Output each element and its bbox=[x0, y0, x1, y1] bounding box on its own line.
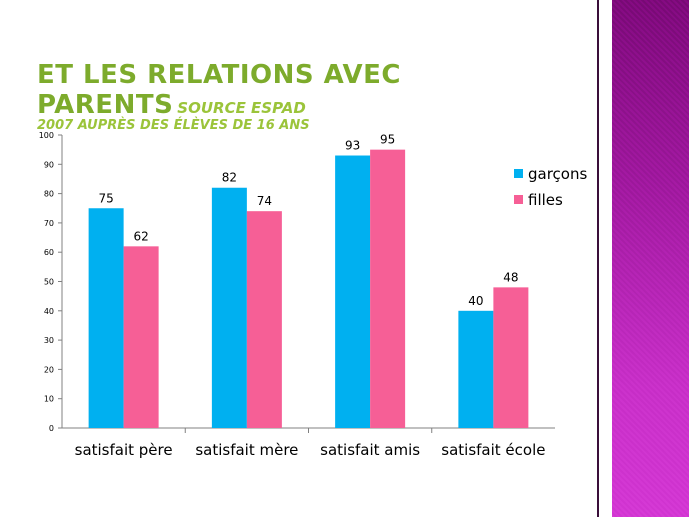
data-label: 95 bbox=[380, 133, 395, 147]
data-label: 93 bbox=[345, 139, 360, 153]
data-label: 74 bbox=[257, 194, 272, 208]
data-label: 62 bbox=[133, 229, 148, 243]
bar-filles bbox=[246, 211, 282, 428]
legend-swatch bbox=[514, 195, 523, 204]
data-label: 82 bbox=[222, 171, 237, 185]
side-divider bbox=[597, 0, 599, 517]
y-tick-label: 90 bbox=[44, 160, 54, 169]
y-tick-label: 60 bbox=[44, 248, 54, 257]
x-category-label: satisfait école bbox=[441, 441, 545, 459]
bar-garçons bbox=[88, 208, 124, 428]
y-tick-label: 40 bbox=[44, 307, 54, 316]
bar-filles bbox=[493, 287, 529, 428]
bar-garçons bbox=[458, 310, 494, 428]
x-category-label: satisfait mère bbox=[195, 441, 298, 459]
x-category-label: satisfait père bbox=[75, 441, 173, 459]
slide-title-block: Et les relations avec parents source ESPA… bbox=[37, 60, 597, 133]
y-tick-label: 70 bbox=[44, 219, 54, 228]
bar-garçons bbox=[335, 155, 371, 428]
data-label: 75 bbox=[98, 191, 113, 205]
legend-label: filles bbox=[528, 191, 563, 209]
y-tick-label: 30 bbox=[44, 336, 54, 345]
y-tick-label: 10 bbox=[44, 395, 54, 404]
legend-label: garçons bbox=[528, 165, 587, 183]
bar-garçons bbox=[211, 187, 247, 428]
y-tick-label: 80 bbox=[44, 190, 54, 199]
bar-filles bbox=[370, 149, 406, 428]
decorative-side-panel bbox=[612, 0, 689, 517]
y-tick-label: 50 bbox=[44, 278, 54, 287]
y-tick-label: 20 bbox=[44, 365, 54, 374]
slide-title: Et les relations avec parents bbox=[37, 60, 401, 120]
bar-filles bbox=[123, 246, 159, 428]
data-label: 40 bbox=[468, 294, 483, 308]
x-category-label: satisfait amis bbox=[320, 441, 420, 459]
y-tick-label: 0 bbox=[49, 424, 54, 433]
y-tick-label: 100 bbox=[39, 131, 54, 140]
slide-source: source ESPAD bbox=[177, 99, 306, 117]
legend-swatch bbox=[514, 169, 523, 178]
data-label: 48 bbox=[503, 270, 518, 284]
slide-subtitle: 2007 auprès des élèves de 16 ans bbox=[37, 118, 310, 133]
